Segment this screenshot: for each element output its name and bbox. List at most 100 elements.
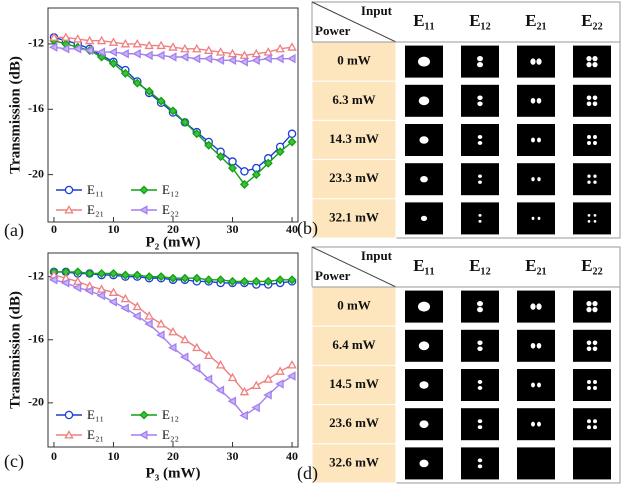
legend-marker	[140, 206, 146, 213]
x-tick-label: 0	[51, 449, 57, 463]
legend-marker	[140, 411, 147, 418]
mode-image	[461, 369, 499, 401]
mode-spot	[478, 419, 483, 423]
mode-spot	[530, 303, 535, 309]
marker	[110, 49, 116, 56]
marker	[146, 52, 152, 59]
mode-image	[461, 163, 499, 195]
row-header: 6.3 mW	[332, 92, 375, 107]
marker	[241, 58, 247, 65]
mode-spot	[586, 56, 591, 61]
marker	[241, 168, 248, 175]
mode-spot	[478, 214, 481, 217]
marker	[169, 44, 176, 50]
x-tick-label: 10	[107, 449, 119, 463]
mode-image	[517, 408, 555, 440]
marker	[74, 35, 81, 41]
column-header: E₂₁	[525, 256, 547, 275]
marker	[217, 49, 224, 55]
mode-spot	[478, 181, 482, 184]
mode-spot	[587, 425, 591, 429]
marker	[122, 305, 128, 312]
legend-marker	[140, 186, 147, 193]
marker	[110, 298, 116, 305]
row-header: 32.1 mW	[329, 209, 379, 224]
mode-spot	[593, 380, 597, 384]
marker	[110, 39, 117, 45]
mode-spot	[587, 181, 590, 184]
mode-image	[517, 369, 555, 401]
marker	[288, 130, 295, 137]
mode-image	[517, 46, 555, 78]
mode-spot	[537, 177, 540, 181]
marker	[288, 55, 294, 62]
mode-spot	[587, 386, 591, 390]
mode-spot	[478, 141, 483, 145]
mode-spot	[593, 141, 597, 145]
mode-image	[461, 46, 499, 78]
marker	[134, 303, 141, 309]
y-tick-label: -20	[28, 395, 44, 409]
marker	[253, 57, 259, 64]
marker	[122, 40, 129, 46]
mode-spot	[592, 62, 597, 67]
marker	[181, 336, 188, 342]
mode-spot	[587, 141, 591, 145]
mode-spot	[587, 419, 591, 423]
mode-spot	[594, 220, 597, 223]
mode-spot	[478, 175, 482, 178]
mode-spot	[531, 422, 535, 427]
mode-image	[573, 46, 611, 78]
panel-label: (d)	[297, 463, 318, 484]
marker	[193, 55, 199, 62]
mode-spot	[587, 380, 591, 384]
x-axis-label: P₂ (mW)	[146, 234, 201, 250]
mode-image	[573, 163, 611, 195]
marker	[157, 52, 163, 59]
marker	[181, 45, 188, 51]
column-header: E₂₂	[581, 11, 603, 30]
mode-spot	[593, 181, 596, 184]
mode-spot	[588, 220, 591, 223]
mode-spot	[593, 425, 597, 429]
mode-image	[461, 85, 499, 117]
marker	[265, 49, 272, 55]
marker	[134, 50, 140, 57]
marker	[277, 55, 283, 62]
marker	[98, 292, 104, 299]
mode-spot	[587, 347, 592, 352]
corner-top: Input	[361, 3, 393, 18]
mode-spot	[593, 102, 598, 107]
mode-image	[573, 291, 611, 323]
marker	[253, 50, 260, 56]
y-tick-label: -16	[28, 101, 44, 115]
mode-spot	[593, 347, 598, 352]
column-header: E₁₂	[469, 11, 491, 30]
mode-spot	[420, 176, 428, 182]
mode-spot	[478, 458, 483, 462]
marker	[74, 284, 80, 291]
mode-spot	[477, 62, 483, 67]
x-tick-label: 30	[227, 222, 239, 236]
marker	[181, 53, 187, 60]
legend-marker	[65, 411, 72, 418]
marker	[86, 37, 93, 43]
marker	[122, 50, 128, 57]
mode-image	[573, 408, 611, 440]
mode-spot	[478, 425, 483, 429]
mode-image	[517, 202, 555, 234]
marker	[146, 42, 153, 48]
mode-image	[573, 447, 611, 479]
marker	[265, 376, 272, 382]
mode-spot	[531, 138, 535, 143]
mode-image	[517, 447, 555, 479]
mode-spot	[419, 96, 430, 105]
legend-label: E₂₁	[87, 427, 104, 442]
marker	[217, 57, 223, 64]
marker	[98, 37, 105, 43]
mode-spot	[588, 214, 591, 217]
column-header: E₂₂	[581, 256, 603, 275]
marker	[205, 47, 212, 53]
mode-spot	[477, 56, 483, 61]
